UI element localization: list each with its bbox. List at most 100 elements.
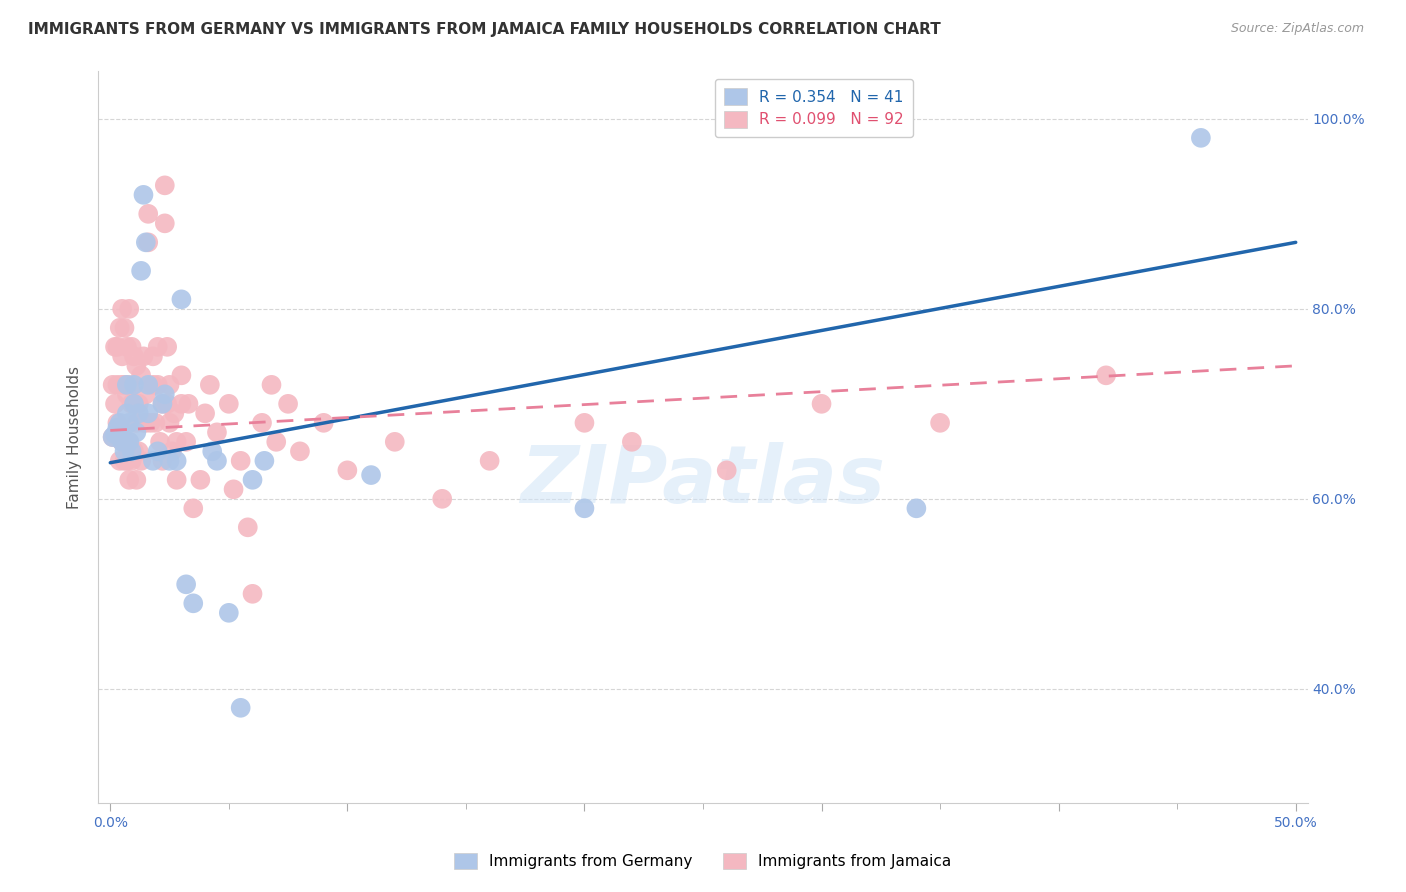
Point [132,416,155,430]
Point [136,406,159,420]
Point [159,454,181,468]
Point [432,491,454,506]
Point [118,377,141,392]
Point [101,377,124,392]
Point [1189,131,1212,145]
Point [125,359,148,373]
Point [111,349,134,363]
Point [105,425,128,440]
Point [122,349,145,363]
Point [146,444,169,458]
Point [121,454,143,468]
Point [163,406,186,420]
Point [118,416,141,430]
Point [136,235,159,250]
Point [121,444,143,458]
Point [181,501,204,516]
Point [929,416,952,430]
Point [111,301,134,316]
Point [336,463,359,477]
Point [174,434,197,449]
Point [114,454,136,468]
Point [160,444,183,458]
Point [132,187,155,202]
Point [156,340,179,354]
Point [122,397,145,411]
Point [242,587,264,601]
Point [135,235,157,250]
Point [104,397,127,411]
Point [620,434,643,449]
Point [1095,368,1118,383]
Point [118,301,141,316]
Point [250,416,273,430]
Point [105,377,128,392]
Point [152,454,174,468]
Point [111,434,134,449]
Point [166,454,188,468]
Point [122,397,145,411]
Point [312,416,335,430]
Point [125,425,148,440]
Point [170,397,193,411]
Point [115,377,138,392]
Point [129,264,152,278]
Point [101,430,124,444]
Point [198,377,221,392]
Point [152,397,174,411]
Point [132,349,155,363]
Point [478,454,501,468]
Point [159,416,181,430]
Point [115,387,138,401]
Point [105,416,128,430]
Point [122,444,145,458]
Point [129,454,152,468]
Point [118,434,141,449]
Point [115,406,138,420]
Point [288,444,311,458]
Point [146,377,169,392]
Point [218,397,240,411]
Point [149,434,172,449]
Point [166,473,188,487]
Point [111,425,134,440]
Point [108,425,131,440]
Point [128,397,150,411]
Point [253,454,276,468]
Point [118,473,141,487]
Point [128,406,150,420]
Point [118,434,141,449]
Point [146,340,169,354]
Text: ZIPatlas: ZIPatlas [520,442,886,520]
Text: IMMIGRANTS FROM GERMANY VS IMMIGRANTS FROM JAMAICA FAMILY HOUSEHOLDS CORRELATION: IMMIGRANTS FROM GERMANY VS IMMIGRANTS FR… [28,22,941,37]
Point [104,340,127,354]
Point [260,377,283,392]
Point [111,377,134,392]
Point [142,454,165,468]
Point [105,340,128,354]
Point [142,349,165,363]
Point [360,468,382,483]
Point [384,434,406,449]
Point [115,454,138,468]
Point [115,340,138,354]
Point [142,377,165,392]
Point [153,178,176,193]
Legend: R = 0.354   N = 41, R = 0.099   N = 92: R = 0.354 N = 41, R = 0.099 N = 92 [714,79,912,136]
Point [229,454,252,468]
Point [810,397,832,411]
Point [905,501,928,516]
Point [153,216,176,230]
Point [125,473,148,487]
Point [135,416,157,430]
Point [181,596,204,610]
Point [218,606,240,620]
Point [108,416,131,430]
Point [153,387,176,401]
Point [104,427,127,442]
Point [205,425,228,440]
Point [264,434,287,449]
Point [174,577,197,591]
Point [136,207,159,221]
Point [125,416,148,430]
